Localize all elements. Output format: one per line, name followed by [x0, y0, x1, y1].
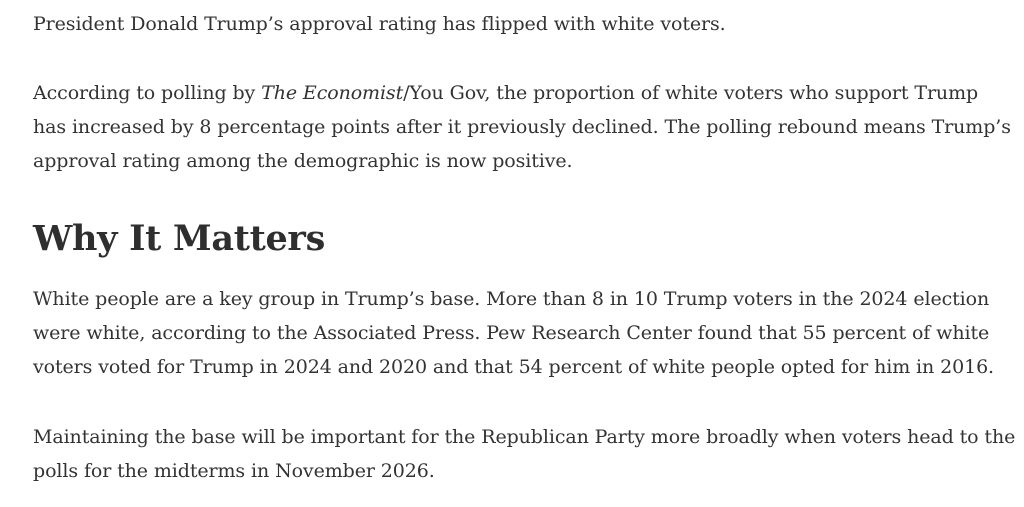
paragraph-line: approval rating among the demographic is…	[33, 150, 573, 172]
section-heading: Why It Matters	[33, 218, 325, 259]
publication-name: The Economist	[261, 82, 404, 104]
paragraph-line: has increased by 8 percentage points aft…	[33, 116, 1011, 138]
paragraph-line: Maintaining the base will be important f…	[33, 426, 1016, 448]
paragraph-line: According to polling by The Economist/Yo…	[33, 76, 993, 110]
text-segment: /You Gov, the proportion of white voters…	[403, 82, 979, 104]
paragraph-line: were white, according to the Associated …	[33, 322, 990, 344]
text-segment: According to polling by	[33, 82, 262, 104]
paragraph-line: President Donald Trump’s approval rating…	[33, 13, 726, 35]
paragraph-polling: According to polling by The Economist/Yo…	[33, 76, 1011, 178]
paragraph-line: White people are a key group in Trump’s …	[33, 288, 990, 310]
paragraph-midterms: Maintaining the base will be important f…	[33, 420, 1016, 488]
paragraph-line: voters voted for Trump in 2024 and 2020 …	[33, 356, 995, 378]
paragraph-intro: President Donald Trump’s approval rating…	[33, 7, 993, 41]
paragraph-base: White people are a key group in Trump’s …	[33, 282, 995, 384]
paragraph-line: polls for the midterms in November 2026.	[33, 460, 435, 482]
